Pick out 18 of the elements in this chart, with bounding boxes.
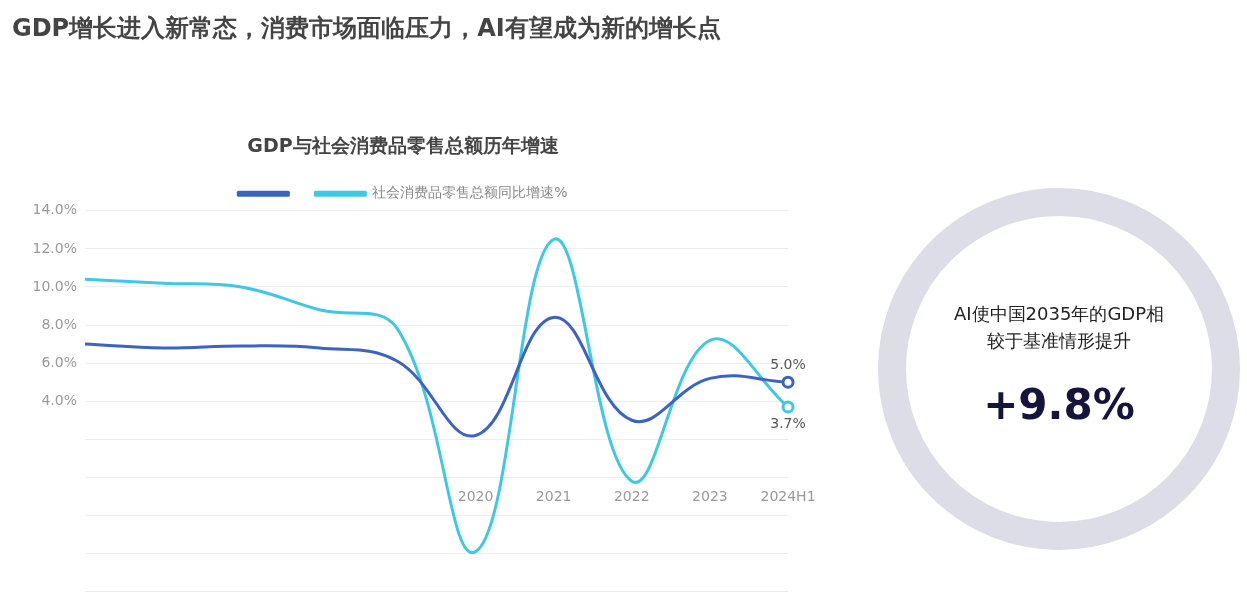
y-tick-label: 8.0%	[41, 315, 77, 332]
x-tick-label: 2021	[535, 488, 572, 505]
chart-subtitle: GDP与社会消费品零售总额历年增速	[247, 134, 559, 157]
y-tick-label: 12.0%	[32, 239, 77, 256]
y-tick-label: 6.0%	[41, 353, 77, 370]
y-tick-label: 10.0%	[32, 277, 77, 294]
text: AI使中国2035年的GDP相较于基准情形提升	[952, 302, 1166, 353]
chart-title: GDP增长进入新常态，消费市场面临压力，AI有望成为新的增长点	[12, 13, 722, 44]
x-tick-label: 2022	[613, 488, 650, 505]
data-label: 3.7%	[770, 414, 806, 431]
legend-label: 社会消费品零售总额同比增速%	[372, 184, 568, 201]
x-tick-label: 2020	[457, 488, 494, 505]
x-tick-label: 2024H1	[760, 488, 816, 505]
x-tick-label: 2023	[692, 488, 728, 505]
y-tick-label: 14.0%	[32, 201, 77, 218]
data-label: 5.0%	[770, 355, 806, 372]
y-tick-label: 4.0%	[41, 391, 77, 408]
text: +9.8%	[982, 380, 1136, 429]
